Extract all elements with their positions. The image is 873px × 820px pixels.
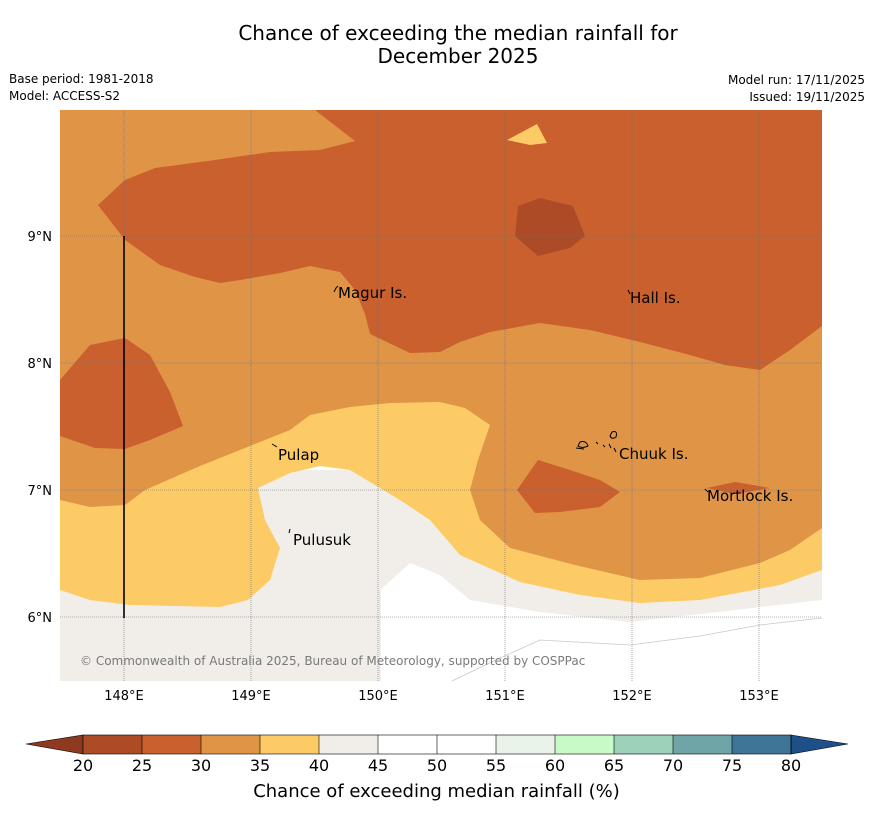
base-period-text: Base period: 1981-2018 bbox=[9, 72, 154, 86]
colorbar-segment bbox=[673, 735, 733, 754]
lon-label-148: 148°E bbox=[104, 689, 144, 704]
colorbar-ticks: 20 25 30 35 40 45 50 55 60 65 70 75 80 bbox=[73, 756, 801, 775]
colorbar-segment bbox=[260, 735, 320, 754]
lon-label-149: 149°E bbox=[231, 689, 271, 704]
lat-label-7: 7°N bbox=[28, 484, 53, 499]
colorbar-tick-label: 20 bbox=[73, 756, 93, 775]
colorbar-segments bbox=[83, 735, 792, 754]
region-20-25 bbox=[515, 198, 585, 256]
colorbar-segment bbox=[319, 735, 379, 754]
title-line-1: Chance of exceeding the median rainfall … bbox=[238, 21, 678, 45]
place-label-magur: Magur Is. bbox=[338, 284, 407, 302]
lon-label-152: 152°E bbox=[612, 689, 652, 704]
island-magur-mark bbox=[333, 285, 339, 293]
title-line-2: December 2025 bbox=[377, 44, 539, 68]
colorbar: 20 25 30 35 40 45 50 55 60 65 70 75 80 bbox=[25, 734, 849, 775]
island-hall-mark bbox=[627, 289, 631, 295]
meta-left: Base period: 1981-2018 Model: ACCESS-S2 bbox=[9, 71, 154, 105]
chart-title: Chance of exceeding the median rainfall … bbox=[0, 22, 873, 68]
island-pulap-mark bbox=[271, 443, 278, 448]
place-label-pulap: Pulap bbox=[278, 446, 319, 464]
lat-axis: 9°N 8°N 7°N 6°N bbox=[28, 230, 53, 626]
colorbar-tick-label: 30 bbox=[191, 756, 211, 775]
lat-label-9: 9°N bbox=[28, 230, 53, 245]
model-text: Model: ACCESS-S2 bbox=[9, 89, 121, 103]
colorbar-under-arrow bbox=[25, 734, 84, 755]
colorbar-segment bbox=[732, 735, 792, 754]
model-run-text: Model run: 17/11/2025 bbox=[727, 73, 865, 87]
lat-label-6: 6°N bbox=[28, 611, 53, 626]
region-35-40-notch bbox=[507, 124, 547, 145]
outline-line bbox=[451, 617, 822, 681]
lat-gridlines bbox=[60, 235, 822, 618]
colorbar-over-arrow bbox=[790, 734, 849, 755]
region-25-30-chuuk bbox=[517, 460, 620, 513]
island-chuuk-marks bbox=[575, 431, 617, 453]
place-label-pulusuk: Pulusuk bbox=[293, 531, 351, 549]
colorbar-segment bbox=[142, 735, 202, 754]
map-frame: Magur Is. Hall Is. Pulap Chuuk Is. Mortl… bbox=[60, 110, 822, 681]
colorbar-tick-label: 80 bbox=[781, 756, 801, 775]
colorbar-tick-label: 35 bbox=[250, 756, 270, 775]
colorbar-tick-label: 75 bbox=[722, 756, 742, 775]
place-label-mortlock: Mortlock Is. bbox=[707, 487, 793, 505]
region-25-30-north bbox=[98, 110, 822, 370]
place-label-hall: Hall Is. bbox=[630, 289, 681, 307]
colorbar-tick-label: 50 bbox=[427, 756, 447, 775]
lon-label-151: 151°E bbox=[485, 689, 525, 704]
colorbar-segment bbox=[614, 735, 674, 754]
lon-label-150: 150°E bbox=[358, 689, 398, 704]
island-marks bbox=[271, 285, 709, 534]
place-label-chuuk: Chuuk Is. bbox=[619, 445, 688, 463]
island-mortlock-mark bbox=[704, 488, 709, 493]
region-25-30-mortlock bbox=[707, 482, 770, 494]
lon-axis: 148°E 149°E 150°E 151°E 152°E 153°E bbox=[104, 689, 779, 704]
colorbar-segment bbox=[378, 735, 438, 754]
colorbar-segment bbox=[83, 735, 143, 754]
colorbar-title: Chance of exceeding median rainfall (%) bbox=[253, 781, 620, 802]
colorbar-segment bbox=[437, 735, 497, 754]
lat-label-8: 8°N bbox=[28, 357, 53, 372]
colorbar-segment bbox=[496, 735, 556, 754]
copyright-text: © Commonwealth of Australia 2025, Bureau… bbox=[80, 654, 585, 668]
issued-text: Issued: 19/11/2025 bbox=[749, 90, 865, 104]
island-pulusuk-mark bbox=[288, 528, 291, 534]
region-25-30-west bbox=[60, 338, 183, 449]
lon-label-153: 153°E bbox=[739, 689, 779, 704]
colorbar-tick-label: 45 bbox=[368, 756, 388, 775]
colorbar-tick-label: 70 bbox=[663, 756, 683, 775]
region-45-50-south bbox=[380, 563, 822, 681]
colorbar-segment bbox=[555, 735, 615, 754]
place-labels: Magur Is. Hall Is. Pulap Chuuk Is. Mortl… bbox=[278, 284, 793, 549]
colorbar-tick-label: 40 bbox=[309, 756, 329, 775]
colorbar-segment bbox=[201, 735, 261, 754]
colorbar-tick-label: 60 bbox=[545, 756, 565, 775]
meta-right: Model run: 17/11/2025 Issued: 19/11/2025 bbox=[728, 72, 865, 106]
colorbar-outline bbox=[82, 734, 792, 755]
colorbar-tick-label: 65 bbox=[604, 756, 624, 775]
colorbar-tick-label: 25 bbox=[132, 756, 152, 775]
colorbar-tick-label: 55 bbox=[486, 756, 506, 775]
